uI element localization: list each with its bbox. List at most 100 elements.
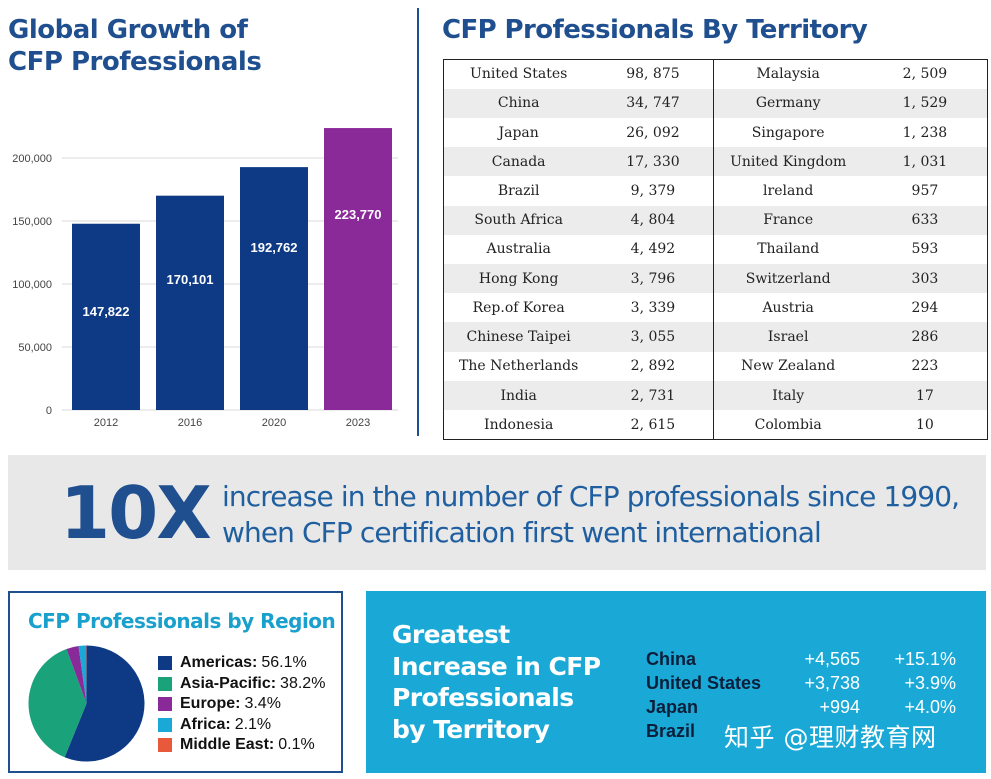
legend-swatch — [158, 676, 172, 691]
territory-name-cell: France — [712, 205, 863, 235]
growth-bar-chart: 0 50,000 100,000 150,000 200,000 147,822 2012 1… — [12, 128, 398, 429]
legend-swatch — [158, 717, 172, 732]
pie-slice — [28, 649, 87, 758]
bar — [324, 128, 392, 410]
increase-title-line4: by Territory — [392, 714, 550, 744]
table-row: Brazil 9, 379 lreland 957 — [444, 176, 988, 206]
territory-name-cell: Thailand — [712, 234, 863, 265]
territory-name-cell: Malaysia — [712, 59, 863, 89]
increase-delta: +994 — [819, 697, 860, 717]
increase-panel: Greatest Increase in CFP Professionals b… — [366, 591, 986, 773]
growth-chart-title: Global Growth of CFP Professionals — [8, 14, 308, 78]
growth-title-line2: CFP Professionals — [8, 47, 262, 77]
table-row: Chinese Taipei 3, 055 Israel 286 — [443, 322, 988, 352]
territory-name-cell: United Kingdom — [712, 147, 863, 177]
bar — [240, 167, 308, 410]
territory-name-cell: South Africa — [443, 205, 594, 235]
increase-territory: China — [646, 649, 697, 669]
table-row: Japan 26, 092 Singapore 1, 238 — [444, 117, 988, 148]
table-row: South Africa 4, 804 France 633 — [443, 205, 988, 235]
territory-name-cell: Switzerland — [712, 264, 863, 294]
bar-value-label: 170,101 — [167, 272, 214, 287]
legend-item: Middle East: 0.1% — [158, 735, 343, 756]
y-tick-label: 100,000 — [12, 279, 52, 291]
territory-name-cell: Colombia — [712, 410, 863, 440]
region-pie-chart — [28, 645, 145, 762]
territory-name-cell: Japan — [498, 124, 539, 141]
legend-swatch — [158, 697, 172, 712]
x-tick-label: 2020 — [262, 417, 286, 429]
territory-name-cell: Brazil — [497, 182, 540, 199]
territory-name-cell: Austria — [712, 293, 863, 323]
territory-name-cell: Hong Kong — [443, 264, 594, 294]
increase-title-line1: Greatest — [392, 620, 510, 649]
territory-table: United States 98, 875 Malaysia 2, 509 China 3… — [443, 59, 988, 440]
region-panel: CFP Professionals by Region Americas: 56.… — [8, 591, 343, 773]
territory-count-cell: 98, 875 — [626, 66, 680, 83]
territory-count-cell: 3, 796 — [593, 264, 714, 294]
territory-name-cell: New Zealand — [712, 351, 863, 381]
territory-count-cell: 34, 747 — [593, 88, 714, 118]
table-row: Rep.of Korea 3, 339 Austria 294 — [444, 293, 988, 323]
table-row: China 34, 747 Germany 1, 529 — [443, 88, 988, 118]
territory-count-cell: 17, 330 — [593, 147, 714, 177]
bar-value-label: 192,762 — [251, 240, 298, 255]
territory-count-cell: 957 — [911, 182, 939, 199]
territory-count-cell: 17 — [862, 380, 988, 411]
table-row: Australia 4, 492 Thailand 593 — [444, 234, 988, 265]
legend-label: Europe: — [180, 695, 241, 713]
territory-count-cell: 593 — [911, 241, 939, 258]
legend-value: 38.2% — [280, 674, 326, 692]
legend-label: Americas: — [180, 654, 258, 672]
increase-title: Greatest Increase in CFP Professionals b… — [392, 619, 622, 745]
territory-name-cell: The Netherlands — [459, 358, 579, 375]
increase-title-line3: Professionals — [392, 683, 574, 712]
increase-delta: +3,738 — [804, 673, 860, 693]
bar-value-label: 147,822 — [83, 304, 130, 319]
territory-name-cell: Canada — [443, 147, 594, 177]
table-row: Indonesia 2, 615 Colombia 10 — [444, 410, 988, 440]
territory-count-cell: 3, 055 — [593, 322, 714, 352]
table-row: India 2, 731 Italy 17 — [443, 380, 988, 411]
legend-value: 3.4% — [244, 695, 281, 713]
territory-count-cell: 1, 031 — [862, 147, 988, 177]
territory-name-cell: United States — [470, 66, 568, 83]
territory-count-cell: 4, 804 — [593, 205, 714, 235]
territory-name-cell: Germany — [712, 88, 863, 118]
territory-count-cell: 2, 615 — [630, 416, 676, 433]
territory-count-cell: 1, 238 — [902, 124, 948, 141]
table-row: Canada 17, 330 United Kingdom 1, 031 — [443, 147, 988, 177]
increase-territory: United States — [646, 673, 762, 693]
growth-banner: 10X increase in the number of CFP profes… — [8, 455, 986, 570]
table-row: United States 98, 875 Malaysia 2, 509 — [444, 59, 988, 89]
increase-percent: +4.0% — [904, 697, 956, 717]
x-tick-label: 2016 — [178, 417, 202, 429]
legend-swatch — [158, 738, 172, 753]
territory-table-title: CFP Professionals By Territory — [442, 15, 868, 45]
legend-label: Middle East: — [180, 736, 275, 754]
increase-title-line2: Increase in CFP — [392, 651, 601, 681]
legend-value: 56.1% — [261, 654, 307, 672]
territory-count-cell: 2, 892 — [630, 358, 676, 375]
territory-name-cell: Italy — [712, 380, 863, 411]
y-tick-label: 50,000 — [18, 342, 52, 354]
watermark-text: 知乎 @理财教育网 — [724, 723, 937, 752]
territory-count-cell: 26, 092 — [626, 124, 680, 141]
territory-count-cell: 9, 379 — [630, 182, 676, 199]
region-legend: Americas: 56.1% Asia-Pacific: 38.2% Europe: 3… — [158, 653, 343, 756]
legend-item: Americas: 56.1% — [158, 653, 343, 674]
territory-name-cell: lreland — [712, 176, 863, 206]
territory-count-cell: 223 — [911, 358, 939, 375]
pie-slice — [64, 645, 145, 762]
territory-count-cell: 2, 509 — [902, 66, 948, 83]
increase-territory: Brazil — [646, 721, 696, 741]
territory-count-cell: 294 — [911, 299, 939, 316]
territory-name-cell: Chinese Taipei — [443, 322, 594, 352]
table-row: Hong Kong 3, 796 Switzerland 303 — [443, 264, 988, 294]
y-tick-label: 150,000 — [12, 216, 52, 228]
banner-line1: increase in the number of CFP profession… — [222, 480, 960, 513]
legend-label: Asia-Pacific: — [180, 674, 277, 692]
x-tick-label: 2023 — [346, 417, 370, 429]
banner-line2: when CFP certification first went intern… — [222, 516, 822, 549]
bar — [156, 195, 224, 410]
